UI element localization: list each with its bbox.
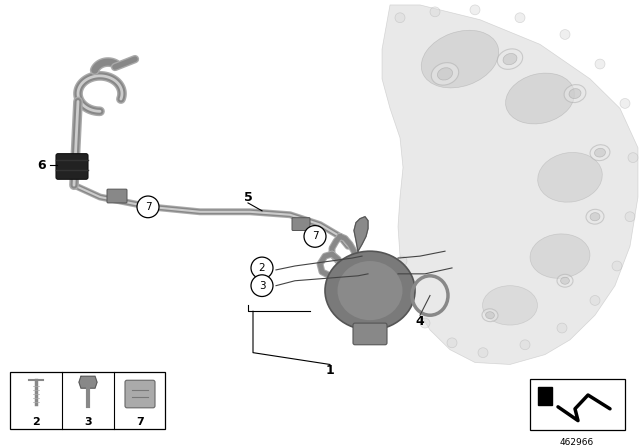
- Text: 7: 7: [312, 232, 318, 241]
- Ellipse shape: [506, 73, 575, 124]
- Ellipse shape: [431, 63, 459, 85]
- Polygon shape: [354, 217, 368, 251]
- Circle shape: [251, 257, 273, 279]
- Ellipse shape: [337, 261, 403, 320]
- Ellipse shape: [538, 152, 602, 202]
- Ellipse shape: [530, 234, 590, 278]
- Circle shape: [478, 348, 488, 358]
- Circle shape: [625, 212, 635, 222]
- Ellipse shape: [486, 312, 494, 319]
- Ellipse shape: [586, 209, 604, 224]
- Ellipse shape: [482, 309, 498, 322]
- Text: 7: 7: [145, 202, 151, 212]
- FancyBboxPatch shape: [353, 323, 387, 345]
- Ellipse shape: [557, 274, 573, 287]
- Circle shape: [520, 340, 530, 350]
- Circle shape: [403, 291, 413, 301]
- Ellipse shape: [497, 49, 523, 69]
- Text: 6: 6: [38, 159, 46, 172]
- Circle shape: [612, 261, 622, 271]
- Text: 2: 2: [32, 417, 40, 426]
- Circle shape: [628, 153, 638, 163]
- FancyBboxPatch shape: [292, 218, 310, 231]
- Circle shape: [137, 196, 159, 218]
- Ellipse shape: [483, 286, 538, 325]
- FancyBboxPatch shape: [125, 380, 155, 408]
- Text: 2: 2: [259, 263, 266, 273]
- Ellipse shape: [590, 213, 600, 221]
- Ellipse shape: [564, 85, 586, 103]
- Circle shape: [590, 296, 600, 306]
- Text: 462966: 462966: [560, 438, 594, 448]
- Ellipse shape: [569, 89, 581, 99]
- Circle shape: [620, 99, 630, 108]
- Circle shape: [395, 13, 405, 23]
- Circle shape: [515, 13, 525, 23]
- Ellipse shape: [325, 251, 415, 330]
- Circle shape: [304, 226, 326, 247]
- Text: 7: 7: [136, 417, 144, 426]
- FancyBboxPatch shape: [56, 154, 88, 179]
- Bar: [530, 379, 625, 431]
- Bar: [10, 372, 165, 430]
- Ellipse shape: [503, 53, 517, 65]
- Circle shape: [420, 318, 430, 328]
- Text: 5: 5: [244, 190, 252, 203]
- Ellipse shape: [421, 30, 499, 88]
- Circle shape: [397, 256, 407, 266]
- Polygon shape: [538, 387, 552, 405]
- Text: 3: 3: [84, 417, 92, 426]
- Circle shape: [560, 30, 570, 39]
- Circle shape: [251, 275, 273, 297]
- Circle shape: [430, 7, 440, 17]
- Text: 1: 1: [326, 364, 334, 377]
- FancyBboxPatch shape: [107, 189, 127, 203]
- Ellipse shape: [590, 145, 610, 161]
- Circle shape: [447, 338, 457, 348]
- Text: 3: 3: [259, 280, 266, 291]
- Circle shape: [557, 323, 567, 333]
- Polygon shape: [79, 376, 97, 388]
- Circle shape: [595, 59, 605, 69]
- PathPatch shape: [382, 5, 638, 365]
- Ellipse shape: [595, 148, 605, 157]
- Ellipse shape: [438, 68, 452, 80]
- Circle shape: [470, 5, 480, 15]
- Ellipse shape: [561, 277, 570, 284]
- Text: 4: 4: [415, 314, 424, 327]
